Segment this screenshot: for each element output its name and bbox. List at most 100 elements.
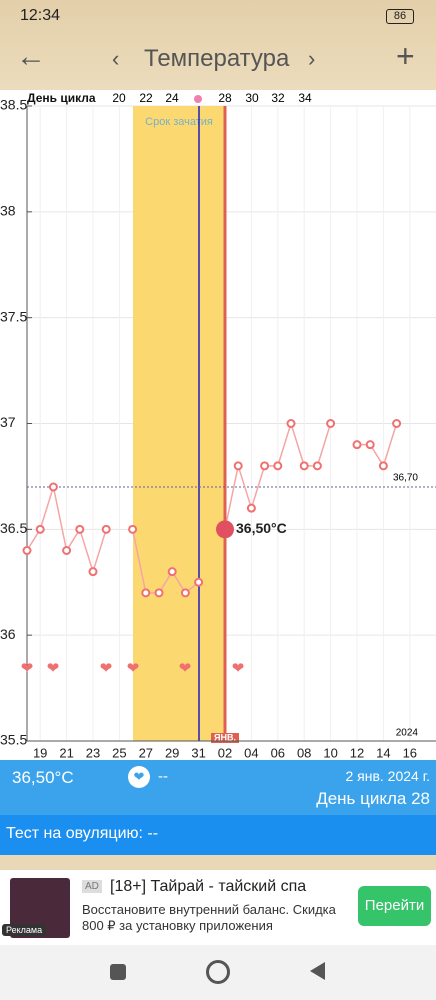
point	[286, 419, 296, 428]
x-tick-label: 29	[165, 745, 179, 760]
y-tick-label: 36	[0, 626, 16, 642]
status-time: 12:34	[20, 7, 61, 24]
ad-text: Восстановите внутренний баланс. Скидка 8…	[82, 902, 336, 933]
point	[75, 524, 85, 534]
fertile-label: Срок зачатия	[145, 116, 213, 128]
cycle-day-label: День цикла	[27, 91, 96, 105]
cycle-day: 28	[218, 91, 232, 105]
point	[141, 588, 151, 598]
x-tick-label: 23	[86, 745, 100, 760]
y-tick-label: 35.5	[0, 732, 27, 748]
divider	[0, 855, 436, 870]
fertile-window	[133, 106, 225, 741]
test-text: Тест на овуляцию: --	[6, 825, 159, 842]
nav-bar	[0, 945, 436, 1000]
x-tick-label: 06	[271, 745, 285, 760]
point	[378, 461, 388, 471]
heart: ❤	[21, 660, 34, 677]
cycle-day: 30	[245, 91, 259, 105]
hearts: ❤ ❤ ❤ ❤ ❤ ❤	[21, 660, 245, 677]
point	[48, 482, 58, 492]
point	[128, 524, 138, 534]
ad-button[interactable]: Перейти	[358, 886, 431, 926]
cycle-day: 32	[271, 91, 285, 105]
point	[365, 440, 375, 450]
heart-value: --	[158, 768, 168, 785]
next-button[interactable]: ›	[308, 46, 316, 71]
ad-title: [18+] Тайрай - тайский спа	[110, 878, 307, 895]
reference-label: 36,70	[393, 473, 418, 484]
current-point	[216, 520, 234, 539]
x-tick-label: 14	[376, 745, 390, 760]
heart-icon[interactable]: ❤	[128, 766, 150, 788]
cycle-day: 22	[139, 91, 153, 105]
point	[233, 461, 243, 471]
x-tick-label: 19	[33, 745, 47, 760]
prev-button[interactable]: ‹	[112, 46, 120, 71]
info-temperature: 36,50°C	[12, 768, 74, 787]
point	[352, 440, 362, 450]
ad-badge: AD	[82, 880, 102, 893]
x-tick-label: 04	[244, 745, 258, 760]
point	[326, 419, 336, 428]
point	[246, 503, 256, 513]
x-tick-label: 31	[191, 745, 205, 760]
point	[62, 546, 72, 555]
heart: ❤	[179, 660, 192, 677]
cycle-day: 20	[112, 91, 126, 105]
point	[180, 588, 190, 598]
heart: ❤	[100, 660, 113, 677]
x-tick-label: 02	[218, 745, 232, 760]
y-tick-label: 38	[0, 203, 16, 219]
point	[101, 524, 111, 534]
heart: ❤	[232, 660, 245, 677]
point	[35, 524, 45, 534]
ovulation-dot	[194, 95, 202, 103]
test-panel[interactable]: Тест на овуляцию: --	[0, 815, 436, 855]
chart: Срок зачатия День цикла 20 22 24 28 30 3…	[0, 90, 436, 760]
header	[0, 0, 436, 90]
point	[299, 461, 309, 471]
heart: ❤	[127, 660, 140, 677]
x-tick-label: 08	[297, 745, 311, 760]
x-tick-label: 21	[59, 745, 73, 760]
point	[273, 461, 283, 471]
point	[194, 577, 204, 587]
x-tick-label: 16	[403, 745, 417, 760]
point	[260, 461, 270, 471]
battery: 86	[386, 9, 414, 24]
y-tick-label: 37.5	[0, 308, 27, 324]
value-label: 36,50°C	[236, 520, 287, 536]
month-badge	[211, 733, 239, 743]
y-tick-label: 36.5	[0, 520, 27, 536]
point	[88, 567, 98, 577]
point	[154, 588, 164, 598]
x-tick-label: 12	[350, 745, 364, 760]
x-tick-label: 27	[139, 745, 153, 760]
cycle-day: 24	[165, 91, 179, 105]
info-panel: 36,50°C ❤ -- 2 янв. 2024 г. День цикла 2…	[0, 760, 436, 815]
ad-banner[interactable]: Реклама AD [18+] Тайрай - тайский спа Во…	[0, 870, 436, 945]
y-tick-label: 38.5	[0, 97, 27, 113]
screen-title: Температура	[144, 45, 290, 72]
nav-home[interactable]	[206, 960, 230, 984]
info-date: 2 янв. 2024 г.	[345, 768, 430, 784]
heart: ❤	[47, 660, 60, 677]
point	[167, 567, 177, 577]
ad-label: Реклама	[2, 924, 47, 936]
point	[22, 546, 32, 555]
y-tick-label: 37	[0, 414, 16, 430]
nav-recent[interactable]	[110, 964, 126, 980]
back-button[interactable]: ←	[16, 40, 46, 73]
info-cycle-day: День цикла 28	[316, 789, 430, 808]
point	[312, 461, 322, 471]
x-tick-label: 10	[323, 745, 337, 760]
x-tick-label: 25	[112, 745, 126, 760]
year-label: 2024	[396, 728, 419, 739]
month-label: ЯНВ.	[214, 732, 236, 742]
point	[392, 419, 402, 428]
add-button[interactable]: +	[396, 38, 415, 74]
cycle-day: 34	[298, 91, 312, 105]
nav-back[interactable]	[310, 962, 325, 980]
